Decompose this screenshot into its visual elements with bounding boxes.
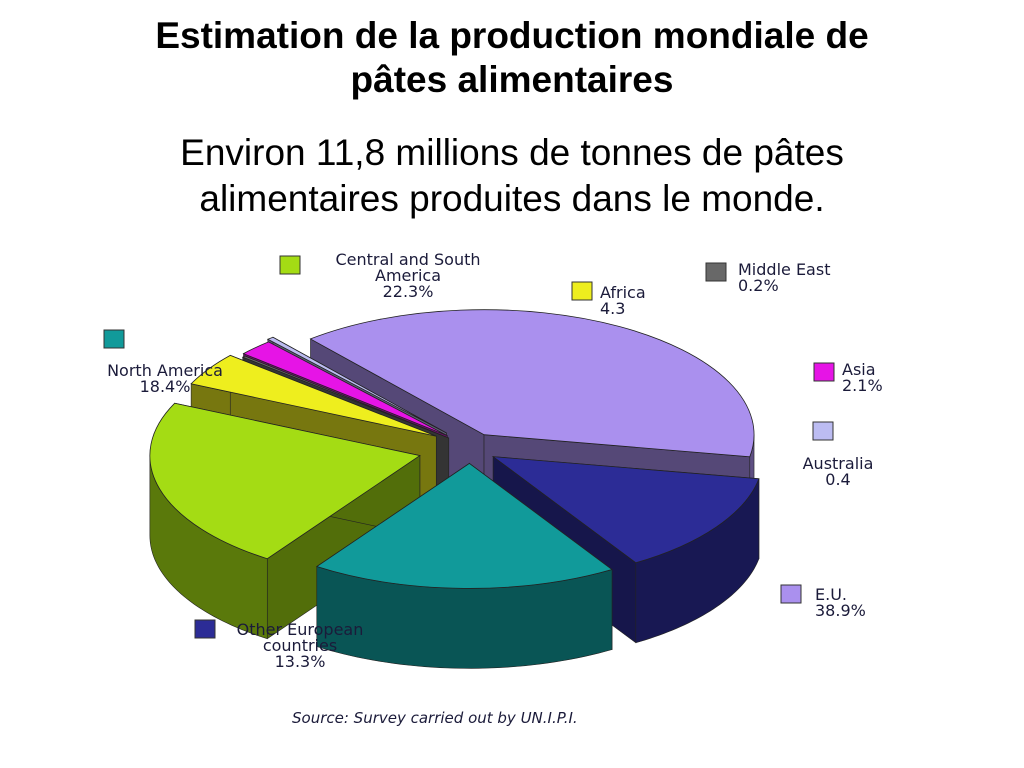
slice-central-south-america bbox=[149, 402, 421, 640]
slice-other-european-top bbox=[491, 456, 760, 564]
legend-swatch-eu bbox=[780, 584, 802, 604]
slide-subtitle-line-1: Environ 11,8 millions de tonnes de pâtes bbox=[180, 132, 844, 173]
pie-slices bbox=[149, 309, 760, 669]
legend-swatch-asia bbox=[813, 362, 835, 382]
slide-title-line-1: Estimation de la production mondiale de bbox=[155, 15, 869, 56]
legend-label-central-south-america: America bbox=[375, 266, 441, 285]
legend-label-north-america: North America bbox=[107, 361, 223, 380]
legend-value-australia: 0.4 bbox=[825, 470, 850, 489]
slice-central-south-america-top bbox=[149, 402, 421, 560]
slice-eu-top bbox=[309, 309, 755, 458]
slide-title-line-2: pâtes alimentaires bbox=[350, 59, 674, 100]
legend-label-other-european: countries bbox=[263, 636, 337, 655]
slice-australia-top bbox=[266, 336, 447, 434]
slice-north-america-top bbox=[315, 462, 613, 589]
legend-label-asia: Asia bbox=[842, 360, 876, 379]
legend-value-eu: 38.9% bbox=[815, 601, 866, 620]
slide-subtitle: Environ 11,8 millions de tonnes de pâtes… bbox=[0, 130, 1024, 222]
legend-value-north-america: 18.4% bbox=[140, 377, 191, 396]
legend-value-middle-east: 0.2% bbox=[738, 276, 779, 295]
legend-value-other-european: 13.3% bbox=[275, 652, 326, 671]
legend-value-central-south-america: 22.3% bbox=[383, 282, 434, 301]
legend-label-central-south-america: Central and South bbox=[335, 250, 480, 269]
slide-title: Estimation de la production mondiale de … bbox=[0, 14, 1024, 102]
legend-label-eu: E.U. bbox=[815, 585, 847, 604]
slide-subtitle-line-2: alimentaires produites dans le monde. bbox=[199, 178, 825, 219]
legend-label-middle-east: Middle East bbox=[738, 260, 830, 279]
slice-africa-top bbox=[190, 354, 437, 437]
legend-value-africa: 4.3 bbox=[600, 299, 625, 318]
legend-label-other-european: Other European bbox=[237, 620, 364, 639]
legend-swatch-north-america bbox=[103, 329, 125, 349]
slice-north-america bbox=[315, 462, 613, 669]
legend-label-africa: Africa bbox=[600, 283, 646, 302]
source-note: Source: Survey carried out by UN.I.P.I. bbox=[292, 709, 578, 727]
legend-swatch-other-european bbox=[194, 619, 216, 639]
legend-value-asia: 2.1% bbox=[842, 376, 883, 395]
legend-label-australia: Australia bbox=[803, 454, 874, 473]
slice-asia-top bbox=[242, 341, 448, 436]
legend-swatch-australia bbox=[812, 421, 834, 441]
legend-swatch-middle-east bbox=[705, 262, 727, 282]
legend-swatch-central-south-america bbox=[279, 255, 301, 275]
legend-swatch-africa bbox=[571, 281, 593, 301]
slice-middle-east-top bbox=[241, 355, 449, 439]
